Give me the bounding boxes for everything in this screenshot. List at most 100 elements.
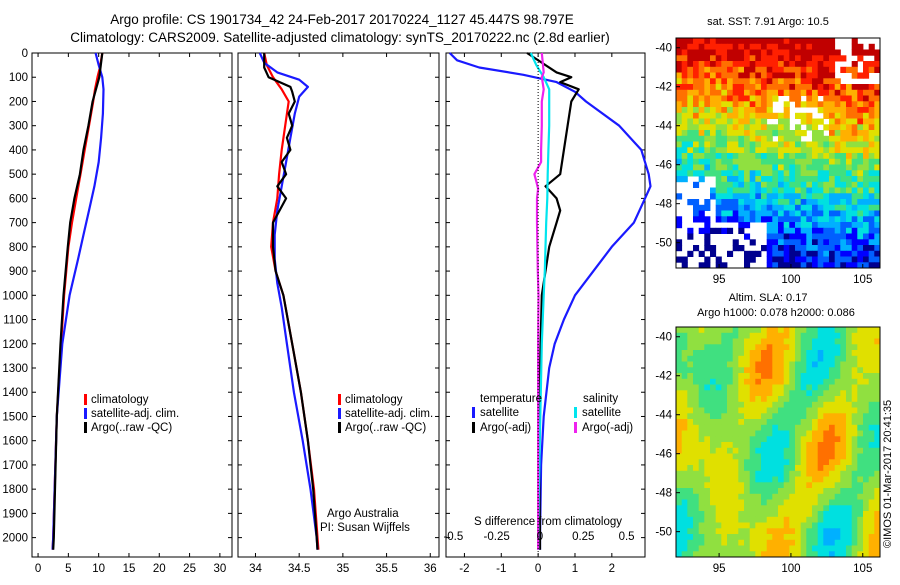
- sst-map-cell: [761, 216, 768, 223]
- sst-map-cell: [817, 101, 824, 108]
- sla-map-cell: [721, 390, 728, 397]
- sla-map-cell: [806, 488, 813, 495]
- sst-map-cell: [749, 101, 756, 108]
- sst-map-cell: [800, 245, 807, 252]
- sst-map-cell: [829, 135, 836, 142]
- sst-map-cell: [874, 193, 881, 200]
- sst-map-cell: [823, 147, 830, 154]
- sla-map-cell: [783, 476, 790, 483]
- sst-map-cell: [857, 199, 864, 206]
- sst-map-cell: [710, 84, 717, 91]
- sla-map-cell: [789, 384, 796, 391]
- sst-map-cell: [817, 66, 824, 73]
- sst-map-cell: [795, 147, 802, 154]
- sla-map-cell: [738, 401, 745, 408]
- sst-map-cell: [766, 239, 773, 246]
- sst-map-cell: [749, 147, 756, 154]
- sla-map-cell: [795, 505, 802, 512]
- sst-map-cell: [676, 78, 683, 85]
- sst-map-cell: [687, 84, 694, 91]
- sst-map-cell: [834, 164, 841, 171]
- sla-map-cell: [846, 470, 853, 477]
- sst-map-cell: [704, 227, 711, 234]
- sla-map-cell: [795, 470, 802, 477]
- sla-map-cell: [834, 505, 841, 512]
- sla-map-cell: [755, 396, 762, 403]
- sla-map-cell: [698, 511, 705, 518]
- sst-map-ytick-label: -44: [655, 121, 672, 133]
- sst-map-cell: [806, 95, 813, 102]
- sla-map-cell: [693, 430, 700, 437]
- sst-map-cell: [800, 49, 807, 56]
- sla-map-cell: [840, 459, 847, 466]
- sla-map-cell: [772, 488, 779, 495]
- sla-map-cell: [676, 350, 683, 357]
- sst-map-cell: [817, 43, 824, 50]
- sst-map-cell: [681, 84, 688, 91]
- sla-map-cell: [766, 419, 773, 426]
- sla-map-cell: [704, 470, 711, 477]
- sst-map-cell: [681, 124, 688, 131]
- sla-map-cell: [829, 511, 836, 518]
- sst-map-cell: [795, 233, 802, 240]
- sla-map-cell: [738, 482, 745, 489]
- sst-map-cell: [749, 181, 756, 188]
- sla-map-cell: [772, 459, 779, 466]
- salinity-profile-xtick-label: 36: [424, 563, 437, 575]
- sla-map-cell: [840, 539, 847, 546]
- sla-map-cell: [806, 407, 813, 414]
- sla-map-cell: [687, 453, 694, 460]
- sla-map-cell: [789, 476, 796, 483]
- sst-map-cell: [710, 164, 717, 171]
- sst-map-cell: [772, 216, 779, 223]
- sst-map-cell: [766, 141, 773, 148]
- sla-map-cell: [789, 528, 796, 535]
- sla-map-cell: [693, 367, 700, 374]
- sla-map-cell: [851, 499, 858, 506]
- sla-map-cell: [846, 344, 853, 351]
- sst-map-cell: [829, 66, 836, 73]
- sla-map-cell: [789, 447, 796, 454]
- sst-map-cell: [829, 158, 836, 165]
- sst-map-cell: [727, 95, 734, 102]
- sla-map-cell: [693, 465, 700, 472]
- sla-map-cell: [778, 378, 785, 385]
- sla-map-cell: [755, 528, 762, 535]
- sla-map-cell: [795, 344, 802, 351]
- sla-map-cell: [727, 430, 734, 437]
- sla-map-cell: [732, 453, 739, 460]
- sst-map-cell: [761, 158, 768, 165]
- sla-map-cell: [732, 332, 739, 339]
- sst-map-cell: [851, 124, 858, 131]
- sla-map-cell: [863, 327, 870, 334]
- sst-map-cell: [727, 101, 734, 108]
- sla-map-cell: [727, 447, 734, 454]
- sst-map-cell: [715, 130, 722, 137]
- sla-map-cell: [738, 424, 745, 431]
- sst-map-cell: [806, 49, 813, 56]
- sst-map-cell: [727, 89, 734, 96]
- sst-map-cell: [874, 135, 881, 142]
- sst-map-cell: [846, 164, 853, 171]
- sla-map-cell: [721, 476, 728, 483]
- sla-map-cell: [761, 482, 768, 489]
- sla-map-cell: [874, 373, 881, 380]
- sst-map-cell: [704, 222, 711, 229]
- sst-map-cell: [704, 112, 711, 119]
- sst-map-cell: [721, 216, 728, 223]
- sla-map-cell: [727, 407, 734, 414]
- sst-map: 95 100 105-40-42-44-46-48-50: [655, 37, 881, 286]
- sst-map-cell: [715, 78, 722, 85]
- sla-map-cell: [761, 442, 768, 449]
- sst-map-cell: [851, 101, 858, 108]
- sla-map-cell: [727, 522, 734, 529]
- sst-map-cell: [857, 147, 864, 154]
- sst-map-cell: [778, 147, 785, 154]
- sla-map-cell: [761, 350, 768, 357]
- sla-map-cell: [874, 442, 881, 449]
- sst-map-cell: [789, 61, 796, 68]
- sla-map-cell: [710, 482, 717, 489]
- sla-map-cell: [721, 470, 728, 477]
- sst-map-cell: [732, 199, 739, 206]
- sst-map-ytick-label: -40: [655, 43, 672, 55]
